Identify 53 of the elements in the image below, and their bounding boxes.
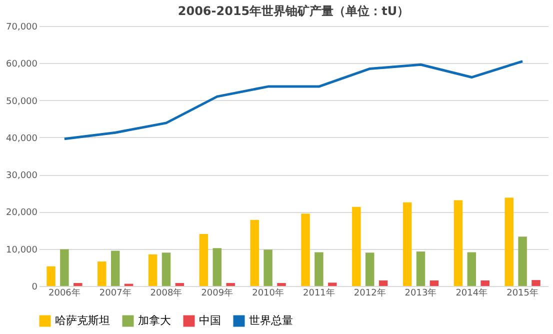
bar <box>416 251 426 286</box>
bar <box>352 206 361 286</box>
bar <box>328 282 337 286</box>
y-tick-label: 50,000 <box>6 96 38 107</box>
bar <box>162 252 171 286</box>
chart-title: 2006-2015年世界铀矿产量（单位：tU） <box>178 4 410 18</box>
x-tick-label: 2015年 <box>506 288 539 298</box>
x-tick-label: 2011年 <box>302 288 335 298</box>
legend-label: 世界总量 <box>249 314 293 327</box>
bar <box>98 261 106 286</box>
bar <box>532 280 540 286</box>
y-tick-label: 60,000 <box>6 60 38 70</box>
bar <box>314 252 324 286</box>
bar <box>175 283 184 286</box>
bar <box>264 250 272 286</box>
bar <box>365 252 374 286</box>
bar <box>430 280 439 286</box>
bar <box>277 283 286 286</box>
x-tick-label: 2006年 <box>48 288 80 298</box>
x-tick-label: 2009年 <box>201 288 234 298</box>
bar <box>250 220 259 286</box>
x-tick-label: 2007年 <box>99 288 132 298</box>
x-tick-label: 2008年 <box>150 288 182 298</box>
bar <box>60 249 69 286</box>
y-tick-label: 20,000 <box>6 208 38 218</box>
bar <box>74 283 82 286</box>
legend-label: 中国 <box>199 314 221 327</box>
line-series <box>63 60 524 140</box>
y-tick-label: 10,000 <box>6 245 38 256</box>
bar <box>301 214 310 286</box>
x-tick-label: 2014年 <box>456 288 488 298</box>
y-tick-label: 40,000 <box>6 134 38 144</box>
legend-label: 加拿大 <box>138 314 171 327</box>
bar <box>46 266 56 286</box>
bar <box>199 234 208 286</box>
bar <box>480 280 490 286</box>
bar <box>212 248 222 286</box>
bar <box>226 283 235 286</box>
bar <box>110 250 120 286</box>
legend-label: 哈萨克斯坦 <box>55 314 110 327</box>
bar <box>148 254 158 286</box>
bar <box>378 280 388 286</box>
bar <box>402 202 412 286</box>
bar <box>454 200 463 286</box>
y-tick-label: 70,000 <box>6 22 38 32</box>
bar <box>518 236 527 286</box>
bar <box>504 198 514 286</box>
x-tick-label: 2010年 <box>252 288 284 298</box>
y-tick-label: 0 <box>32 282 38 292</box>
x-tick-label: 2012年 <box>354 288 386 298</box>
bar <box>467 252 476 286</box>
y-tick-label: 30,000 <box>6 171 38 182</box>
x-tick-label: 2013年 <box>404 288 437 298</box>
